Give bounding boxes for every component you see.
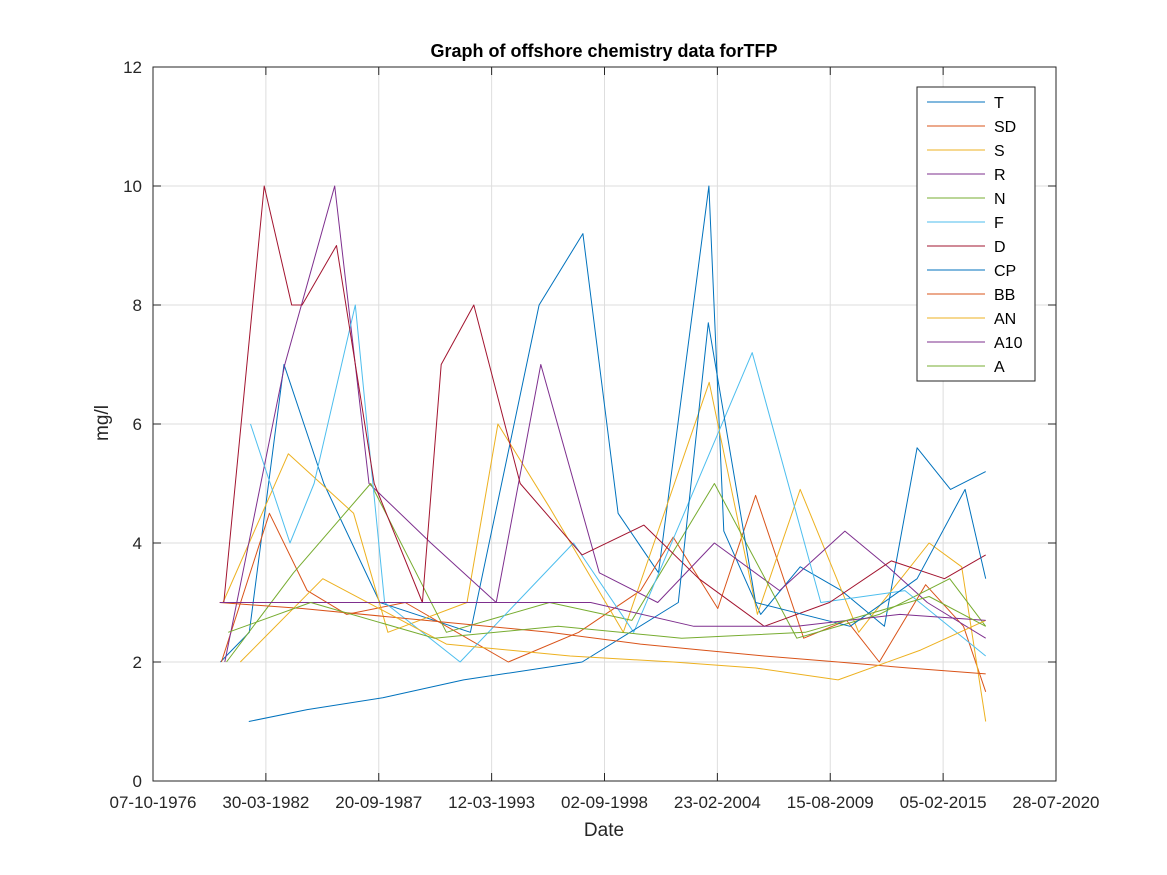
series-layer <box>219 185 987 722</box>
x-tick-label: 28-07-2020 <box>1013 793 1100 812</box>
y-tick-label: 2 <box>133 653 142 672</box>
legend-label: BB <box>994 287 1015 304</box>
series-line-r <box>224 185 986 663</box>
legend-label: T <box>994 95 1004 112</box>
y-axis-label: mg/l <box>92 405 113 441</box>
axis-ticks: 07-10-1976 30-03-1982 20-09-1987 12-03-1993… <box>110 58 1100 812</box>
series-line-an <box>239 578 986 681</box>
y-tick-label: 10 <box>123 177 142 196</box>
series-line-bb <box>219 602 986 675</box>
y-tick-label: 6 <box>133 415 142 434</box>
legend-label: N <box>994 191 1006 208</box>
chart-title: Graph of offshore chemistry data forTFP <box>430 41 777 61</box>
legend-label: CP <box>994 263 1016 280</box>
y-tick-label: 8 <box>133 296 142 315</box>
legend-label: D <box>994 239 1006 256</box>
series-line-a10 <box>219 602 986 627</box>
legend-label: F <box>994 215 1004 232</box>
legend-label: R <box>994 167 1006 184</box>
x-tick-label: 15-08-2009 <box>787 793 874 812</box>
series-line-cp <box>248 322 987 722</box>
x-tick-label: 02-09-1998 <box>561 793 648 812</box>
series-line-sd <box>220 494 987 692</box>
legend-label: S <box>994 143 1005 160</box>
legend-label: A10 <box>994 335 1023 352</box>
y-tick-label: 4 <box>133 534 142 553</box>
series-line-d <box>223 185 986 627</box>
y-tick-label: 0 <box>133 772 142 791</box>
x-tick-label: 05-02-2015 <box>900 793 987 812</box>
x-tick-label: 12-03-1993 <box>448 793 535 812</box>
y-tick-label: 12 <box>123 58 142 77</box>
x-tick-label: 30-03-1982 <box>222 793 309 812</box>
legend-label: SD <box>994 119 1016 136</box>
x-tick-label: 20-09-1987 <box>335 793 422 812</box>
x-tick-label: 07-10-1976 <box>110 793 197 812</box>
legend-label: A <box>994 359 1005 376</box>
legend-label: AN <box>994 311 1016 328</box>
series-line-a <box>228 596 986 639</box>
x-axis-label: Date <box>584 820 624 841</box>
x-tick-label: 23-02-2004 <box>674 793 761 812</box>
series-line-n <box>226 483 987 663</box>
legend-box <box>916 86 1036 382</box>
